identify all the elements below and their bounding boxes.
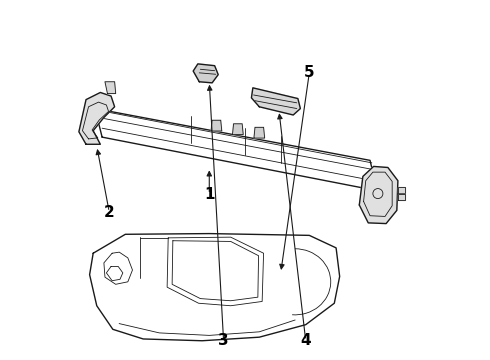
Polygon shape: [79, 93, 115, 144]
Polygon shape: [232, 124, 243, 135]
Polygon shape: [193, 64, 218, 83]
Text: 5: 5: [304, 65, 315, 80]
Text: 4: 4: [300, 333, 311, 348]
Text: 2: 2: [104, 204, 115, 220]
Polygon shape: [95, 109, 377, 191]
Text: 1: 1: [204, 187, 215, 202]
Polygon shape: [211, 120, 222, 131]
Polygon shape: [398, 187, 405, 193]
Polygon shape: [90, 234, 340, 341]
Polygon shape: [105, 82, 116, 94]
Polygon shape: [251, 88, 300, 115]
Text: 3: 3: [218, 333, 229, 348]
Polygon shape: [254, 127, 265, 138]
Polygon shape: [398, 194, 405, 200]
Polygon shape: [359, 166, 398, 224]
